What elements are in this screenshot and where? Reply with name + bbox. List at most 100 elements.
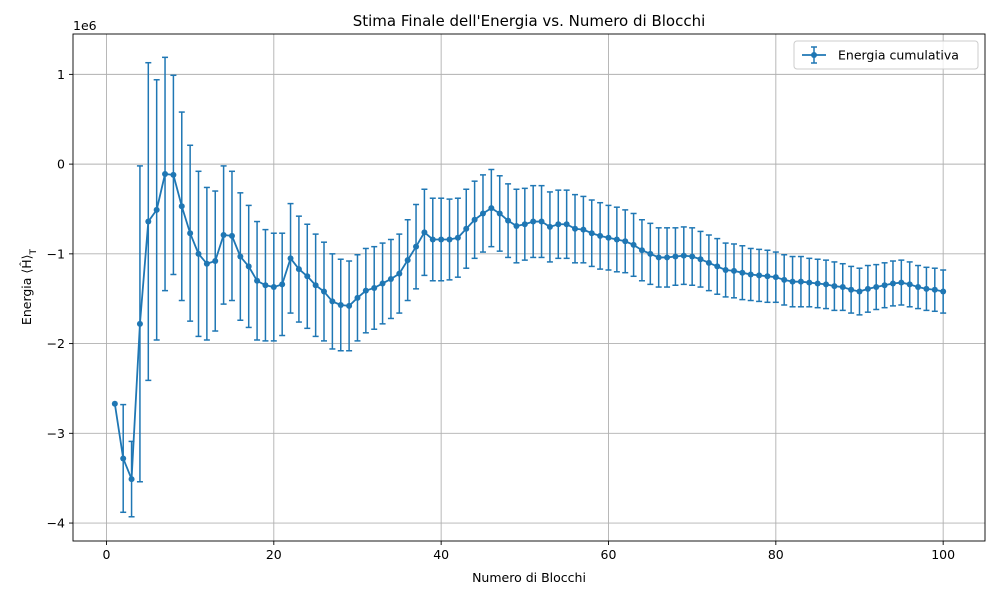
data-point: [739, 269, 746, 276]
data-point: [111, 400, 118, 407]
data-point: [864, 285, 871, 292]
data-point: [605, 234, 612, 241]
data-point: [413, 243, 420, 250]
data-point: [170, 171, 177, 178]
data-point: [454, 234, 461, 241]
data-point: [655, 254, 662, 261]
data-point: [212, 258, 219, 265]
data-point: [940, 288, 947, 295]
data-point: [638, 247, 645, 254]
data-point: [722, 267, 729, 274]
data-point: [429, 236, 436, 243]
y-tick-label: −2: [47, 336, 65, 351]
data-point: [898, 279, 905, 286]
data-points: [111, 170, 947, 483]
x-axis-ticks: 0 20 40 60 80 100: [102, 541, 955, 562]
data-point: [228, 232, 235, 239]
data-point: [354, 294, 361, 301]
data-point: [546, 223, 553, 230]
y-tick-label: −3: [47, 426, 65, 441]
data-point: [664, 254, 671, 261]
data-point: [379, 280, 386, 287]
axes-frame: [72, 33, 986, 542]
data-point: [270, 284, 277, 291]
data-point: [931, 286, 938, 293]
chart-title: Stima Finale dell'Energia vs. Numero di …: [353, 12, 706, 30]
data-point: [521, 221, 528, 228]
data-point: [772, 274, 779, 281]
data-point: [555, 221, 562, 228]
x-axis-label: Numero di Blocchi: [472, 570, 586, 585]
data-point: [396, 270, 403, 277]
data-point: [689, 253, 696, 260]
data-point: [329, 298, 336, 305]
data-point: [496, 210, 503, 217]
data-point: [262, 282, 269, 289]
data-point: [572, 225, 579, 232]
data-point: [797, 278, 804, 285]
data-point: [705, 259, 712, 266]
data-point: [136, 320, 143, 327]
data-point: [789, 278, 796, 285]
data-point: [848, 286, 855, 293]
data-point: [371, 284, 378, 291]
data-point: [187, 230, 194, 237]
data-point: [145, 218, 152, 225]
data-point: [446, 236, 453, 243]
y-axis-scale-label: 1e6: [73, 18, 97, 33]
data-point: [471, 216, 478, 223]
data-point: [505, 217, 512, 224]
data-point: [672, 253, 679, 260]
data-point: [697, 256, 704, 263]
legend-entry-label: Energia cumulativa: [838, 48, 959, 63]
data-point: [714, 263, 721, 270]
y-tick-label: 1: [57, 67, 65, 82]
data-point: [337, 301, 344, 308]
data-point: [530, 218, 537, 225]
data-point: [630, 241, 637, 248]
data-point: [730, 267, 737, 274]
y-axis-label-subscript: T: [29, 248, 39, 255]
y-tick-label: 0: [57, 157, 65, 172]
data-point: [747, 271, 754, 278]
data-point: [764, 273, 771, 280]
x-tick-label: 80: [768, 547, 784, 562]
data-point: [287, 255, 294, 262]
data-point: [245, 263, 252, 270]
data-point: [906, 281, 913, 288]
data-point: [404, 257, 411, 264]
series-polyline: [113, 173, 944, 480]
x-tick-label: 60: [601, 547, 617, 562]
plot-area: [73, 34, 985, 541]
data-point: [881, 282, 888, 289]
data-point: [613, 236, 620, 243]
x-tick-label: 100: [931, 547, 955, 562]
legend: Energia cumulativa: [793, 40, 979, 70]
data-point: [254, 277, 261, 284]
data-point: [889, 280, 896, 287]
data-point: [162, 170, 169, 177]
data-point: [647, 250, 654, 257]
data-point: [781, 276, 788, 283]
data-point: [279, 281, 286, 288]
y-axis-ticks: 1 0 −1 −2 −3 −4: [47, 67, 73, 531]
data-point: [597, 232, 604, 239]
data-point: [580, 226, 587, 233]
data-point: [120, 455, 127, 462]
data-point: [195, 250, 202, 257]
data-point: [856, 288, 863, 295]
data-point: [622, 238, 629, 245]
data-point: [806, 279, 813, 286]
data-point: [831, 283, 838, 290]
data-point: [513, 223, 520, 230]
data-point: [873, 284, 880, 291]
data-point: [563, 221, 570, 228]
y-axis-label: Energia ⟨Ĥ⟩T: [19, 248, 39, 325]
data-point: [346, 302, 353, 309]
data-point: [128, 476, 135, 483]
data-point: [823, 281, 830, 288]
data-point: [814, 280, 821, 287]
y-axis-label-main: Energia ⟨Ĥ⟩: [19, 254, 34, 325]
data-point: [438, 236, 445, 243]
